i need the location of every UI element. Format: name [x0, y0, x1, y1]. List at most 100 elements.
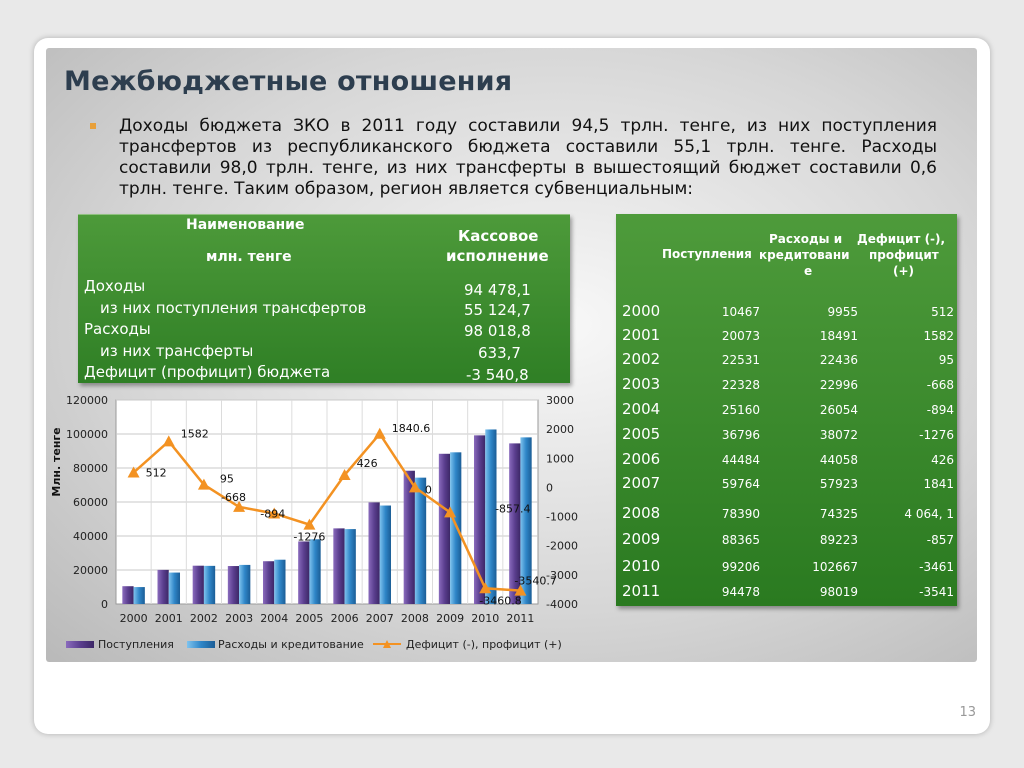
bar-expense: [344, 529, 356, 604]
table2-header-expense-3: е: [804, 264, 813, 278]
bar-income: [403, 470, 415, 604]
y-right-tick-label: -3000: [546, 569, 578, 582]
legend-swatch-expense: [187, 641, 215, 648]
table2-expense-cell: 9955: [827, 305, 858, 319]
table2-balance-cell: 426: [931, 453, 954, 467]
bar-expense: [274, 559, 286, 604]
table2-header-balance-1: Дефицит (-),: [857, 232, 946, 246]
table2-year-cell: 2004: [622, 400, 661, 418]
balance-data-label: 1582: [181, 427, 209, 440]
balance-point: [408, 481, 421, 493]
bar-expense: [309, 539, 321, 604]
x-tick-label: 2009: [436, 612, 464, 625]
table2-expense-cell: 74325: [819, 507, 858, 521]
bar-income: [157, 569, 169, 604]
table2-expense-cell: 98019: [819, 585, 858, 599]
y-right-tick-label: 1000: [546, 452, 574, 465]
table2-year-cell: 2011: [622, 582, 661, 600]
balance-data-label: 95: [220, 473, 234, 486]
balance-data-label: 1840.6: [392, 422, 431, 435]
table2-balance-cell: 4 064, 1: [904, 507, 954, 521]
table1-header-name: Наименование: [186, 217, 305, 233]
bar-income: [227, 566, 240, 604]
x-tick-label: 2010: [471, 612, 499, 625]
slide-title: Межбюджетные отношения: [64, 66, 513, 97]
x-tick-label: 2002: [190, 612, 218, 625]
legend-label-balance: Дефицит (-), профицит (+): [406, 638, 562, 651]
balance-point: [268, 507, 281, 519]
budget-summary-table: Наименование млн. тенге Кассовое исполне…: [78, 214, 570, 384]
y-right-tick-label: -1000: [546, 511, 578, 524]
balance-point: [303, 518, 316, 530]
table2-expense-cell: 22436: [819, 353, 858, 367]
bar-expense: [520, 437, 532, 604]
table2-balance-cell: -668: [926, 378, 954, 392]
table2-header-balance-3: (+): [893, 264, 915, 278]
balance-data-label: 426: [357, 457, 378, 470]
balance-point: [444, 506, 457, 518]
table1-row-value: 55 124,7: [464, 301, 531, 319]
table1-header-unit: млн. тенге: [206, 249, 292, 265]
y-left-tick-label: 20000: [73, 564, 108, 577]
table1-row-value: 98 018,8: [464, 322, 531, 340]
table2-year-cell: 2000: [622, 302, 661, 320]
bar-expense: [485, 429, 497, 604]
x-tick-label: 2008: [401, 612, 429, 625]
bar-expense: [379, 505, 392, 604]
bar-income: [509, 443, 521, 604]
bar-income: [262, 561, 275, 604]
balance-data-label: 0: [425, 483, 432, 496]
table1-row-label: Дефицит (профицит) бюджета: [84, 363, 331, 381]
table2-income-cell: 59764: [721, 477, 760, 491]
x-tick-label: 2007: [366, 612, 394, 625]
bar-expense: [239, 564, 251, 604]
y-left-tick-label: 60000: [73, 496, 108, 509]
balance-point: [127, 466, 140, 478]
table2-expense-cell: 102667: [812, 560, 858, 574]
y-left-tick-label: 80000: [73, 462, 108, 475]
table2-income-cell: 36796: [721, 428, 760, 442]
bar-income: [368, 502, 380, 604]
bullet-marker: [90, 123, 96, 129]
balance-point: [479, 582, 492, 594]
table2-income-cell: 22531: [721, 353, 760, 367]
y-left-tick-label: 0: [101, 598, 108, 611]
budget-chart: 020000400006000080000100000120000-4000-3…: [50, 394, 578, 651]
balance-line: [132, 431, 521, 592]
table2-expense-cell: 57923: [819, 477, 858, 491]
legend-marker-balance: [383, 640, 391, 648]
balance-data-label: -3540.7: [514, 575, 556, 588]
bar-expense: [414, 477, 427, 604]
balance-point: [338, 469, 351, 481]
table2-year-cell: 2009: [622, 530, 661, 548]
bar-income: [438, 453, 451, 604]
table2-income-cell: 10467: [721, 305, 760, 319]
y-right-tick-label: 2000: [546, 423, 574, 436]
table2-expense-cell: 26054: [819, 403, 858, 417]
balance-data-label: -1276: [293, 531, 325, 544]
legend-swatch-income: [66, 641, 94, 648]
table2-year-cell: 2008: [622, 504, 661, 522]
table1-row-value: -3 540,8: [466, 366, 529, 384]
page-number: 13: [959, 705, 976, 720]
bar-expense: [133, 587, 145, 604]
bar-income: [192, 565, 204, 604]
table2-income-cell: 78390: [721, 507, 760, 521]
table1-row-label: из них поступления трансфертов: [100, 299, 367, 317]
bullet-text: Доходы бюджета ЗКО в 2011 году составили…: [119, 116, 937, 199]
x-tick-label: 2004: [260, 612, 288, 625]
bar-income: [298, 541, 310, 604]
table2-year-cell: 2005: [622, 425, 661, 443]
balance-data-label: -668: [221, 491, 246, 504]
table2-balance-cell: -894: [926, 403, 954, 417]
y-left-tick-label: 120000: [66, 394, 108, 407]
table2-balance-cell: -3461: [919, 560, 954, 574]
table1-header-value-2: исполнение: [446, 247, 549, 265]
balance-data-label: 512: [146, 467, 167, 480]
table2-year-cell: 2002: [622, 350, 661, 368]
balance-data-label: -857.4: [495, 502, 530, 515]
table2-year-cell: 2003: [622, 375, 661, 393]
table2-income-cell: 20073: [721, 329, 760, 343]
legend-label-expense: Расходы и кредитование: [218, 638, 364, 651]
x-tick-label: 2001: [155, 612, 183, 625]
